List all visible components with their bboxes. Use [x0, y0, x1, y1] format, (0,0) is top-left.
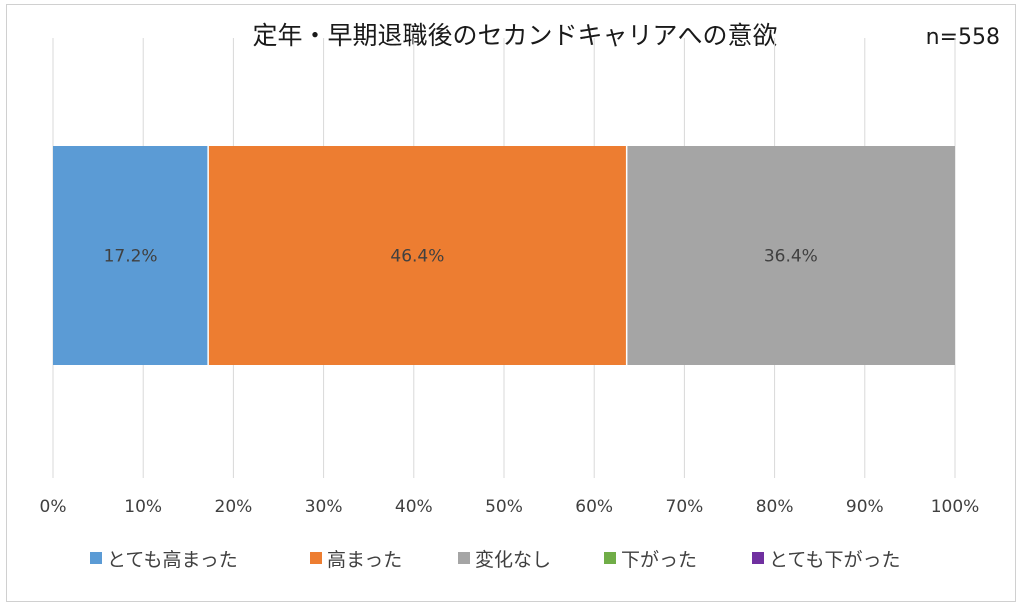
x-tick-label: 10%	[124, 497, 162, 517]
bar-segment	[626, 146, 955, 365]
legend: とても高まった 高まった 変化なし 下がった とても下がった	[90, 549, 900, 571]
x-axis-ticks: 0% 10% 20% 30% 40% 50% 60% 70% 80% 90% 100%	[40, 497, 980, 517]
data-label: 46.4%	[390, 247, 444, 267]
legend-swatch	[310, 552, 322, 564]
chart-title: 定年・早期退職後のセカンドキャリアへの意欲	[252, 21, 777, 50]
legend-label: とても高まった	[107, 549, 238, 571]
legend-label: 高まった	[327, 549, 402, 571]
x-tick-label: 30%	[305, 497, 343, 517]
bar-segment	[208, 146, 627, 365]
data-label: 36.4%	[764, 247, 818, 267]
x-tick-label: 40%	[395, 497, 433, 517]
x-tick-label: 50%	[485, 497, 523, 517]
legend-label: 変化なし	[475, 549, 551, 571]
legend-swatch	[458, 552, 470, 564]
x-tick-label: 70%	[666, 497, 704, 517]
bar-segment	[53, 146, 209, 365]
legend-swatch	[604, 552, 616, 564]
legend-swatch	[752, 552, 764, 564]
legend-label: 下がった	[621, 549, 697, 571]
x-tick-label: 60%	[575, 497, 613, 517]
x-tick-label: 80%	[756, 497, 794, 517]
x-tick-label: 0%	[40, 497, 67, 517]
data-label: 17.2%	[104, 247, 158, 267]
data-labels: 17.2% 46.4% 36.4%	[104, 247, 818, 267]
legend-swatch	[90, 552, 102, 564]
x-tick-label: 90%	[846, 497, 884, 517]
x-tick-label: 20%	[215, 497, 253, 517]
legend-label: とても下がった	[769, 549, 900, 571]
sample-size-label: n=558	[926, 25, 1000, 50]
x-tick-label: 100%	[931, 497, 980, 517]
bar-segments	[53, 146, 955, 365]
